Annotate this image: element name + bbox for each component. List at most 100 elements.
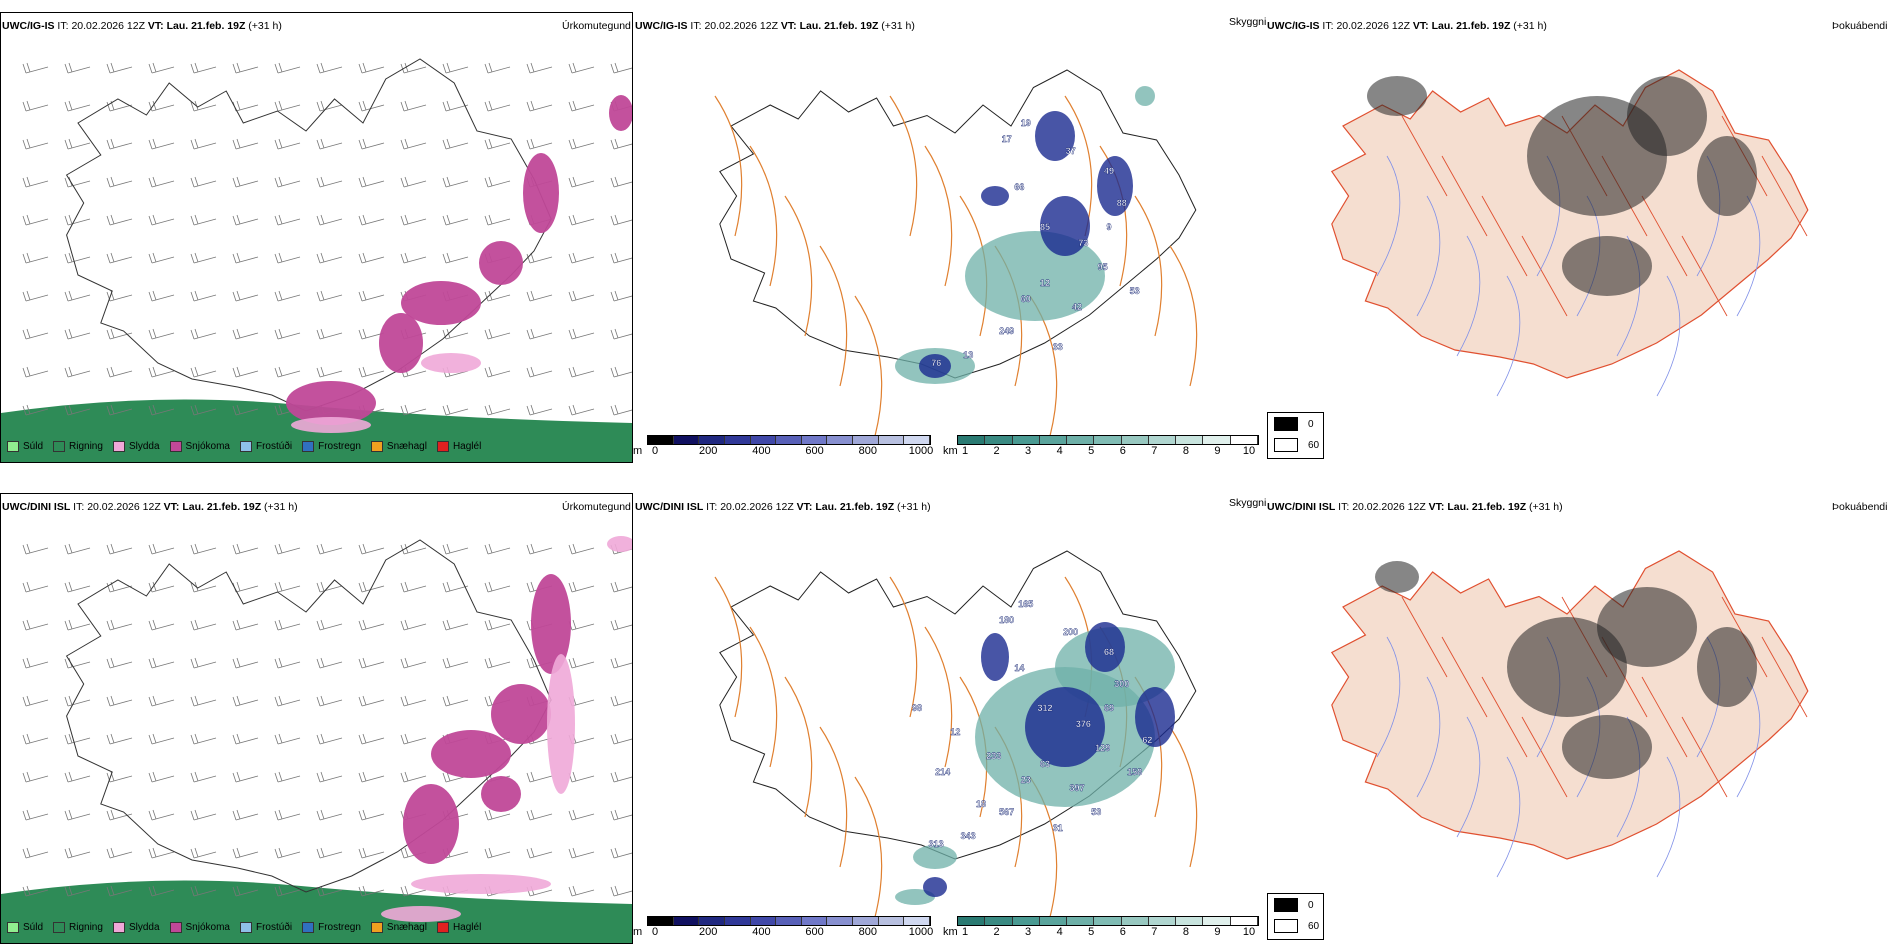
legend-item: Súld xyxy=(7,922,43,933)
road-line xyxy=(1169,726,1198,868)
wind-barb-icon xyxy=(358,252,385,264)
wind-barb-icon xyxy=(232,771,259,783)
road-line xyxy=(1481,195,1528,277)
wind-barb-icon xyxy=(484,809,511,821)
wind-barb-icon xyxy=(232,847,259,859)
wind-barb-icon xyxy=(358,138,385,150)
visibility-value-label: 68 xyxy=(1104,647,1114,657)
wind-barb-icon xyxy=(232,290,259,302)
wind-barb-icon xyxy=(148,366,175,378)
colorbar-cell xyxy=(699,436,725,444)
wind-barb-icon xyxy=(316,885,343,897)
wind-barb-icon xyxy=(442,581,469,593)
colorbar-strip xyxy=(957,435,1259,445)
colorbar-tick: 7 xyxy=(1151,926,1158,938)
wind-barb-icon xyxy=(400,138,427,150)
legend-swatch xyxy=(53,441,66,452)
wind-barb-icon xyxy=(274,214,301,226)
wind-barb-icon xyxy=(400,62,427,74)
legend-item: Frostregn xyxy=(302,922,361,933)
visibility-value-label: 17 xyxy=(1002,134,1012,144)
colorbar-tick: 10 xyxy=(1242,445,1256,457)
wind-barb-icon xyxy=(148,733,175,745)
wind-barb-icon xyxy=(526,847,553,859)
river-line xyxy=(1736,195,1761,317)
colorbar-cell xyxy=(1012,436,1040,444)
wind-barb-icon xyxy=(64,404,91,416)
colorbar-cell xyxy=(1039,917,1068,925)
road-line xyxy=(1401,596,1448,678)
fog-legend-value: 60 xyxy=(1308,439,1320,451)
wind-barb-icon xyxy=(358,657,385,669)
wind-barb-icon xyxy=(232,366,259,378)
colorbar-cell xyxy=(1176,436,1204,444)
sleet-area xyxy=(291,417,371,433)
wind-barb-icon xyxy=(568,252,595,264)
colorbar-cell xyxy=(1094,917,1122,925)
wind-barb-icon xyxy=(568,619,595,631)
fog-panel-0 xyxy=(1267,36,1900,436)
it-label: IT: xyxy=(706,501,718,513)
wind-barb-icon xyxy=(610,581,632,593)
visibility-colorbar: km 1 2 3 4 5 6 7 8 9 10 xyxy=(943,916,1265,946)
colorbar-tick: 3 xyxy=(1025,926,1032,938)
visibility-value-label: 567 xyxy=(999,807,1014,817)
fog-swatch-white xyxy=(1274,438,1298,452)
low-cloud-area xyxy=(1040,196,1090,256)
visibility-value-label: 9 xyxy=(1106,222,1111,232)
wind-barb-icon xyxy=(148,100,175,112)
wind-barb-icon xyxy=(442,695,469,707)
lead-time: (+31 h) xyxy=(1529,501,1563,513)
legend-swatch xyxy=(112,922,125,933)
snow-area xyxy=(286,381,376,425)
wind-barb-icon xyxy=(64,214,91,226)
fog-swatch-black xyxy=(1274,898,1298,912)
wind-barb-icon xyxy=(526,771,553,783)
sleet-area xyxy=(421,353,481,373)
panel-title-precip: Úrkomutegund xyxy=(562,501,631,513)
wind-barb-icon xyxy=(358,62,385,74)
colorbar-cell xyxy=(801,917,828,925)
colorbar-tick: 1 xyxy=(961,926,969,938)
colorbar-tick: 1000 xyxy=(908,445,934,457)
legend-item: Snæhagl xyxy=(370,922,427,933)
wind-barb-icon xyxy=(64,619,91,631)
road-line xyxy=(749,626,778,768)
wind-barb-icon xyxy=(190,543,217,555)
wind-barb-icon xyxy=(190,619,217,631)
colorbar-cell xyxy=(1121,436,1149,444)
wind-barb-icon xyxy=(274,366,301,378)
coastline xyxy=(65,58,552,412)
visibility-value-label: 313 xyxy=(929,839,944,849)
wind-barb-icon xyxy=(106,328,133,340)
wind-barb-icon xyxy=(106,404,133,416)
snow-area xyxy=(403,784,459,864)
wind-barb-icon xyxy=(442,657,469,669)
road-line xyxy=(1681,235,1728,317)
fog-swatch-black xyxy=(1274,417,1298,431)
river-line xyxy=(1656,756,1681,878)
wind-barb-icon xyxy=(610,619,632,631)
legend-item: Rigning xyxy=(53,922,103,933)
visibility-value-label: 233 xyxy=(986,751,1001,761)
wind-barb-icon xyxy=(610,809,632,821)
wind-barb-icon xyxy=(568,847,595,859)
wind-barb-icon xyxy=(148,328,175,340)
colorbar-cell xyxy=(1230,917,1258,925)
it-label: IT: xyxy=(1338,501,1350,513)
visibility-value-label: 312 xyxy=(1037,703,1052,713)
legend-swatch xyxy=(7,922,19,933)
vt-value: Lau. 21.feb. 19Z xyxy=(815,501,895,513)
wind-barb-icon xyxy=(22,62,49,74)
colorbar-tick: 200 xyxy=(699,926,718,938)
wind-barb-icon xyxy=(106,176,133,188)
wind-barb-icon xyxy=(484,176,511,188)
fog-legend-row: 60 xyxy=(1274,438,1319,452)
legend-item: Frostregn xyxy=(302,441,361,452)
panel-title-fog: Þokuábendi xyxy=(1832,20,1888,32)
wind-barb-icon xyxy=(316,581,343,593)
snow-area xyxy=(491,684,551,744)
wind-barb-icon xyxy=(274,771,301,783)
wind-barb-icon xyxy=(148,176,175,188)
wind-barb-icon xyxy=(106,252,133,264)
